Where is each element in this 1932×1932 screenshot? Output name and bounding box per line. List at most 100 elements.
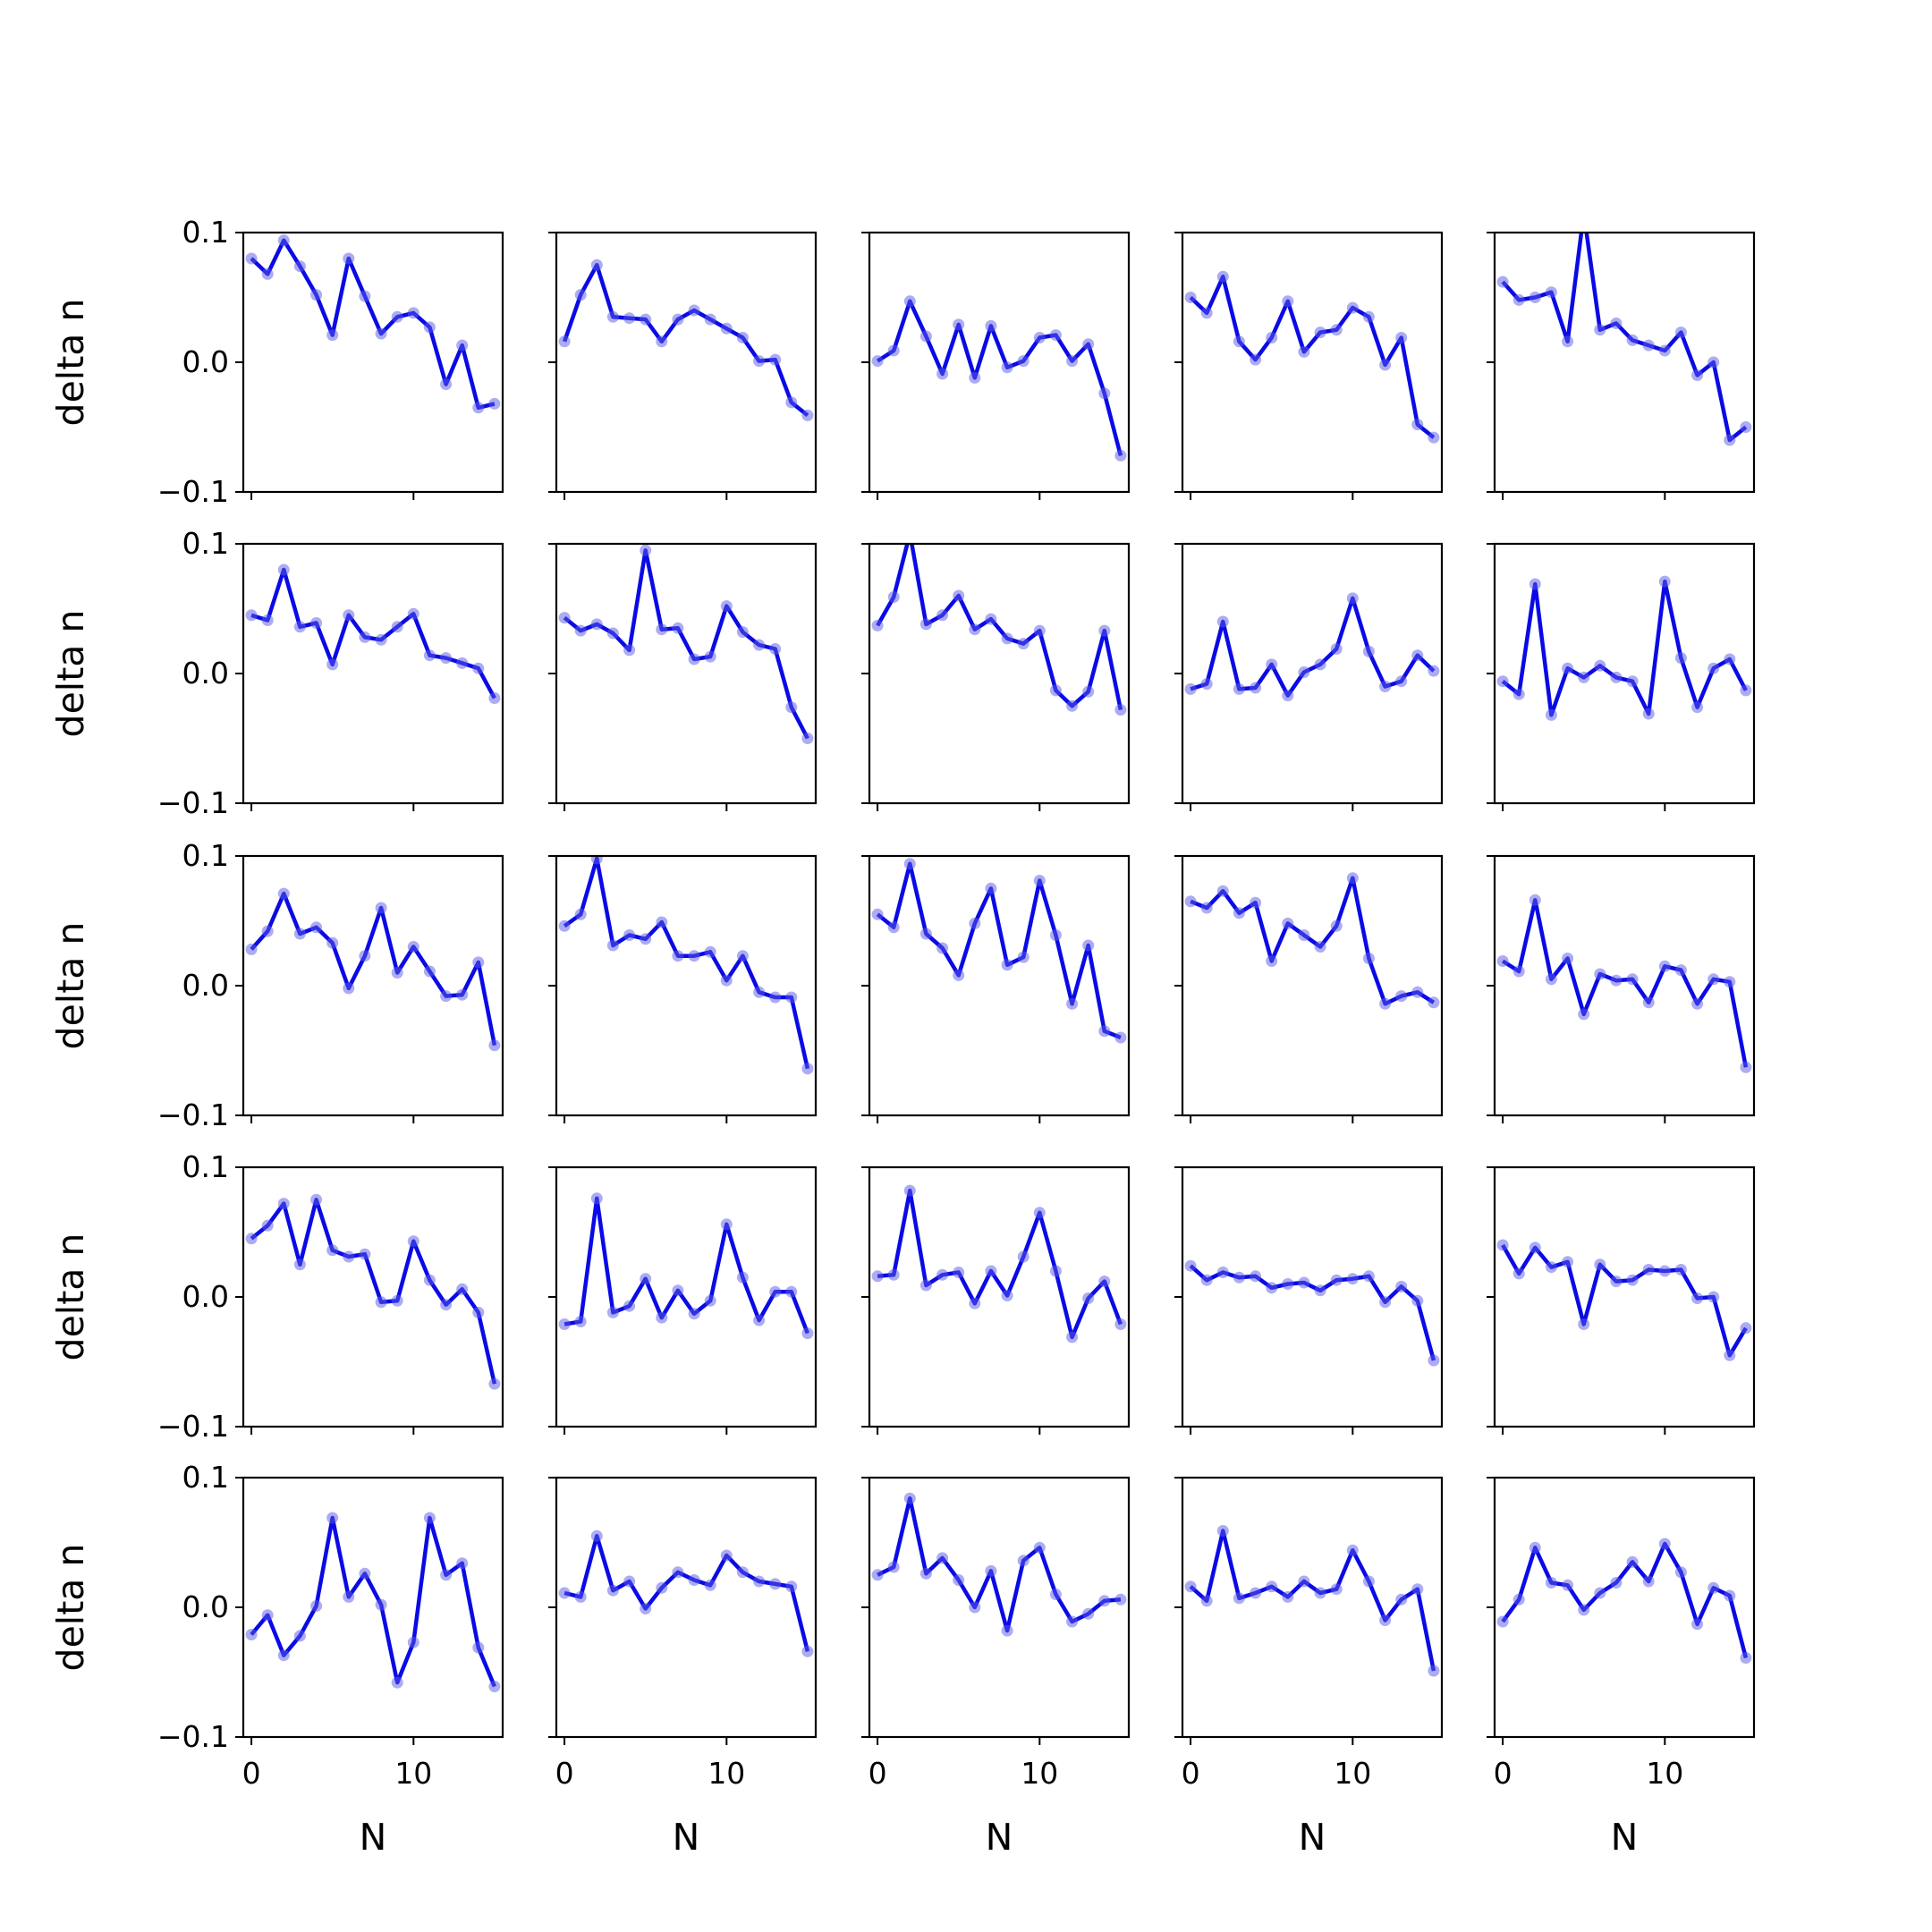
data-point <box>472 1641 485 1654</box>
data-point <box>769 1578 782 1590</box>
data-point <box>261 925 274 937</box>
axes-frame <box>868 542 1131 805</box>
data-point <box>407 941 419 953</box>
data-point <box>1658 960 1671 972</box>
y-tick-label: 0.1 <box>182 838 229 873</box>
x-tick-label: 10 <box>1334 1756 1371 1791</box>
data-point <box>785 701 798 714</box>
data-point <box>1017 1555 1030 1567</box>
data-point <box>1529 1541 1541 1554</box>
data-point <box>1395 1593 1408 1606</box>
series-group <box>558 1192 814 1340</box>
data-point <box>1266 955 1278 967</box>
data-point <box>1658 344 1671 357</box>
data-point <box>407 1235 419 1248</box>
series-group <box>871 544 1127 716</box>
data-point <box>1674 326 1687 339</box>
data-point <box>623 929 636 941</box>
data-point <box>1082 1607 1095 1620</box>
data-point <box>245 252 258 265</box>
data-point <box>1496 275 1509 288</box>
data-point <box>1496 1239 1509 1251</box>
data-point <box>1233 335 1245 348</box>
data-point <box>1610 1275 1623 1288</box>
y-tick-label: −0.1 <box>157 1409 229 1444</box>
data-point <box>919 330 932 343</box>
data-point <box>736 1271 749 1284</box>
data-point <box>574 289 587 301</box>
data-point <box>1545 1577 1557 1589</box>
x-tick-label: 10 <box>394 1756 432 1791</box>
subplot-3-5 <box>1487 854 1756 1123</box>
data-point <box>359 950 371 962</box>
data-point <box>1362 1575 1375 1588</box>
x-axis-label: N <box>986 1816 1013 1859</box>
data-point <box>919 618 932 631</box>
subplot-3-4 <box>1174 854 1444 1123</box>
series-line <box>1189 1264 1436 1361</box>
data-point <box>903 1492 916 1504</box>
x-tick-label: 0 <box>1182 1756 1200 1791</box>
data-point <box>656 1581 668 1594</box>
data-point <box>704 1294 716 1307</box>
series-group <box>1496 575 1752 721</box>
data-point <box>590 1530 603 1542</box>
subplot-5-1: −0.1 0.0 0.1 0 10 delta n N <box>49 1460 504 1859</box>
data-point <box>1691 1618 1704 1631</box>
data-point <box>623 644 636 657</box>
data-point <box>472 1306 485 1318</box>
data-point <box>277 564 290 576</box>
data-point <box>1282 690 1294 702</box>
data-point <box>656 1311 668 1324</box>
data-point <box>753 355 766 368</box>
y-tick-label: −0.1 <box>157 474 229 509</box>
data-point <box>1233 682 1245 695</box>
data-point <box>640 544 652 556</box>
data-point <box>1691 997 1704 1010</box>
data-point <box>1033 1207 1046 1219</box>
data-point <box>1642 1575 1655 1588</box>
data-point <box>1233 907 1245 919</box>
data-point <box>407 307 419 319</box>
data-point <box>245 943 258 955</box>
y-tick-label: 0.0 <box>182 344 229 379</box>
data-point <box>1362 953 1375 964</box>
data-point <box>736 1566 749 1579</box>
axes-frame <box>868 231 1131 494</box>
data-point <box>1594 324 1606 336</box>
subplot-1-5 <box>1487 231 1756 500</box>
data-point <box>1049 1589 1062 1600</box>
data-point <box>293 928 306 940</box>
data-point <box>1017 355 1030 368</box>
subplot-5-3: 0 10N <box>861 1476 1131 1859</box>
data-point <box>488 397 501 410</box>
data-point <box>343 1590 355 1603</box>
data-point <box>1658 575 1671 588</box>
data-point <box>1033 332 1046 343</box>
subplot-1-2 <box>548 231 818 500</box>
data-point <box>472 956 485 969</box>
data-point <box>407 607 419 620</box>
data-point <box>423 1274 436 1286</box>
subplot-3-1: −0.1 0.0 0.1 delta n <box>49 838 504 1132</box>
y-tick-label: −0.1 <box>157 1719 229 1754</box>
data-point <box>375 902 387 914</box>
series-line <box>1501 898 1749 1068</box>
data-point <box>688 950 700 962</box>
data-point <box>736 626 749 639</box>
data-point <box>1200 902 1213 914</box>
data-point <box>359 631 371 643</box>
data-point <box>456 1283 469 1295</box>
data-point <box>1266 1580 1278 1593</box>
data-point <box>1379 1296 1392 1309</box>
data-point <box>343 982 355 995</box>
series-group <box>871 295 1127 462</box>
series-group <box>245 1193 501 1390</box>
series-line <box>877 1496 1122 1633</box>
data-point <box>1082 338 1095 351</box>
data-point <box>456 1557 469 1570</box>
data-point <box>640 933 652 945</box>
y-axis-label: delta n <box>49 1544 92 1672</box>
data-point <box>606 1584 619 1597</box>
data-point <box>1184 292 1197 303</box>
